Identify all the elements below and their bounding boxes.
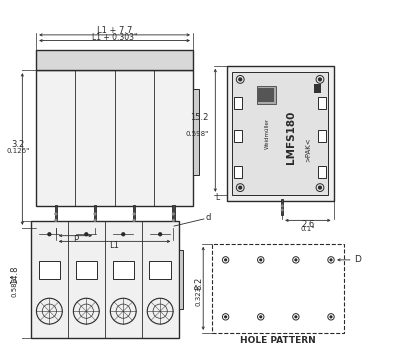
- Text: 0.598": 0.598": [186, 131, 209, 136]
- Bar: [112, 261, 134, 279]
- Bar: [76, 261, 97, 279]
- Bar: [31, 221, 179, 338]
- Text: 0.583": 0.583": [12, 274, 18, 298]
- Text: L: L: [216, 193, 220, 202]
- Bar: [54, 205, 57, 228]
- Text: 3.2: 3.2: [12, 140, 25, 149]
- Bar: [314, 84, 321, 93]
- Circle shape: [330, 316, 332, 318]
- Bar: [258, 88, 274, 102]
- Bar: [234, 166, 242, 178]
- Circle shape: [172, 213, 174, 215]
- Circle shape: [133, 219, 135, 221]
- Circle shape: [159, 233, 162, 236]
- Text: LMFS180: LMFS180: [286, 111, 296, 164]
- Circle shape: [94, 219, 96, 221]
- Text: 2.6: 2.6: [301, 220, 314, 229]
- Text: Weidmüller: Weidmüller: [265, 118, 270, 149]
- Circle shape: [225, 259, 226, 261]
- Bar: [318, 98, 326, 109]
- Text: >PAK<: >PAK<: [305, 137, 311, 162]
- Text: HOLE PATTERN: HOLE PATTERN: [240, 336, 316, 345]
- Bar: [36, 70, 193, 206]
- Bar: [150, 261, 171, 279]
- Bar: [281, 199, 284, 215]
- Circle shape: [225, 316, 226, 318]
- Circle shape: [85, 233, 88, 236]
- Text: L1: L1: [110, 241, 120, 250]
- Bar: [39, 261, 60, 279]
- Circle shape: [55, 213, 57, 215]
- Bar: [179, 250, 183, 309]
- Bar: [212, 244, 344, 333]
- Text: 14.8: 14.8: [10, 266, 19, 284]
- Circle shape: [239, 78, 242, 81]
- Text: 15.2: 15.2: [190, 113, 209, 122]
- Bar: [318, 166, 326, 178]
- Text: 0.323": 0.323": [196, 283, 202, 307]
- Circle shape: [133, 213, 135, 215]
- Circle shape: [55, 219, 57, 221]
- Circle shape: [122, 233, 125, 236]
- Text: 8.2: 8.2: [194, 277, 204, 290]
- Bar: [94, 205, 96, 228]
- Bar: [234, 98, 242, 109]
- Text: 0.1": 0.1": [301, 226, 315, 232]
- Circle shape: [330, 259, 332, 261]
- Bar: [172, 205, 174, 228]
- Circle shape: [172, 219, 174, 221]
- Bar: [234, 130, 242, 142]
- Text: P: P: [73, 235, 78, 245]
- Circle shape: [319, 78, 321, 81]
- Circle shape: [94, 213, 96, 215]
- Circle shape: [260, 259, 262, 261]
- Circle shape: [295, 316, 297, 318]
- Circle shape: [282, 205, 283, 206]
- Bar: [227, 66, 334, 201]
- Text: L1 + 0.303": L1 + 0.303": [92, 32, 137, 42]
- Text: L1 + 7.7: L1 + 7.7: [97, 26, 132, 35]
- Text: d: d: [206, 213, 211, 222]
- Bar: [193, 89, 198, 175]
- Bar: [133, 205, 135, 228]
- Circle shape: [295, 259, 297, 261]
- Text: D: D: [354, 255, 361, 265]
- Bar: [257, 86, 276, 104]
- Circle shape: [282, 209, 283, 211]
- Circle shape: [319, 186, 321, 189]
- Circle shape: [239, 186, 242, 189]
- Circle shape: [48, 233, 51, 236]
- Text: 0.126": 0.126": [6, 148, 30, 154]
- Circle shape: [260, 316, 262, 318]
- Bar: [232, 72, 328, 195]
- Bar: [318, 130, 326, 142]
- Bar: [36, 50, 193, 70]
